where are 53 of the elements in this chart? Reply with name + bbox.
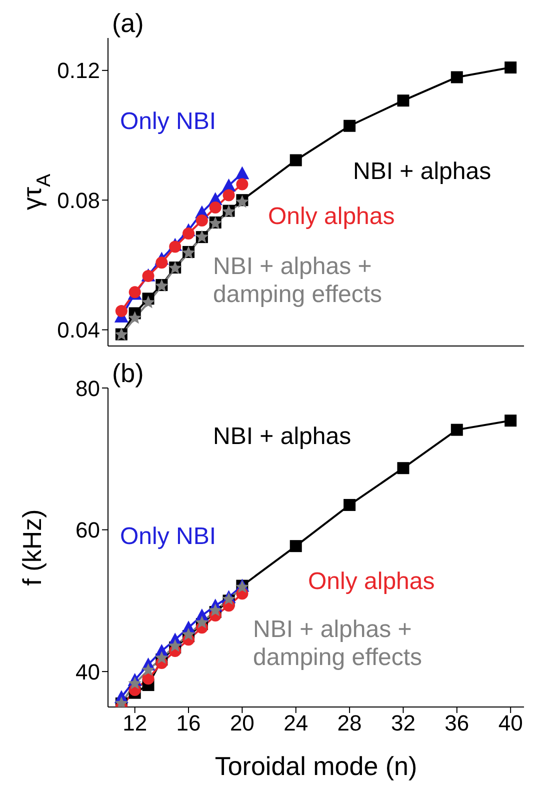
point [450,424,463,436]
chart-title: (a) [112,8,144,39]
series-label: Only NBI [120,108,218,136]
x-tick-label: 40 [498,710,523,736]
point [290,154,302,166]
x-axis-title: Toroidal mode (n) [214,751,418,781]
series-label: NBI + alphas [353,158,492,186]
y-tick-label: 60 [76,518,100,543]
y-tick-label: 80 [76,376,100,401]
point [128,311,142,324]
point [236,178,248,190]
point [195,616,209,628]
point [290,540,302,552]
point [208,604,222,616]
point [344,120,356,132]
x-tick-label: 20 [230,710,254,736]
point [397,94,410,107]
y-tick-label: 40 [76,659,100,684]
x-tick-label: 32 [390,710,416,736]
point [196,214,208,227]
point [142,296,155,308]
series-label: NBI + alphas [213,423,352,451]
text: Only alphas [308,568,436,596]
y-tick-label: 0.08 [57,188,100,213]
point [169,240,182,253]
point [450,71,463,84]
point [155,651,168,664]
x-tick-label: 28 [337,710,362,736]
point [209,202,222,214]
y-tick-label: 0.04 [57,318,100,343]
point [182,228,195,240]
series-label: NBI + alphas + damping effects [213,253,383,308]
series-label: NBI + alphas + damping effects [253,616,423,672]
x-tick-label: 12 [122,710,148,736]
y-axis-title: f (kHz) [16,509,47,586]
point [128,676,142,690]
series-label: Only alphas [268,203,396,231]
chart-title: (b) [112,358,144,389]
x-tick-label: 36 [444,710,470,736]
point [142,663,155,676]
x-tick-label: 16 [176,710,201,736]
point [182,628,196,640]
point [504,414,517,427]
series-label: Only NBI [120,523,218,551]
point [115,304,128,317]
x-tick-label: 24 [284,710,308,736]
point [504,62,517,74]
point [222,189,235,202]
point [397,462,410,474]
point [235,166,250,180]
point [344,498,356,511]
point [156,256,168,269]
y-tick-label: 0.12 [57,58,100,84]
